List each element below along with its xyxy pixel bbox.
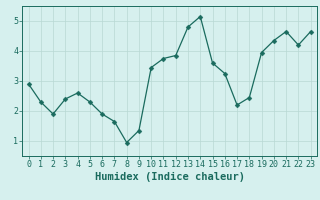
X-axis label: Humidex (Indice chaleur): Humidex (Indice chaleur) [95,172,244,182]
